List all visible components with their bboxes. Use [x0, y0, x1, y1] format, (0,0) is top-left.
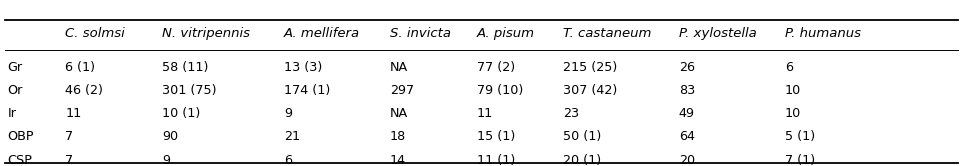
Text: 50 (1): 50 (1) [563, 130, 602, 143]
Text: 297: 297 [390, 84, 414, 97]
Text: CSP: CSP [8, 154, 33, 166]
Text: 307 (42): 307 (42) [563, 84, 617, 97]
Text: S. invicta: S. invicta [390, 27, 451, 40]
Text: 6 (1): 6 (1) [65, 61, 95, 74]
Text: P. humanus: P. humanus [785, 27, 861, 40]
Text: 14: 14 [390, 154, 406, 166]
Text: P. xylostella: P. xylostella [679, 27, 757, 40]
Text: 58 (11): 58 (11) [162, 61, 208, 74]
Text: 10 (1): 10 (1) [162, 107, 200, 120]
Text: 9: 9 [162, 154, 169, 166]
Text: 10: 10 [785, 107, 801, 120]
Text: 7: 7 [65, 154, 73, 166]
Text: C. solmsi: C. solmsi [65, 27, 125, 40]
Text: 11: 11 [477, 107, 493, 120]
Text: 46 (2): 46 (2) [65, 84, 103, 97]
Text: Gr: Gr [8, 61, 23, 74]
Text: 10: 10 [785, 84, 801, 97]
Text: 13 (3): 13 (3) [284, 61, 323, 74]
Text: 9: 9 [284, 107, 292, 120]
Text: 6: 6 [284, 154, 292, 166]
Text: T. castaneum: T. castaneum [563, 27, 652, 40]
Text: 18: 18 [390, 130, 406, 143]
Text: 7 (1): 7 (1) [785, 154, 815, 166]
Text: Ir: Ir [8, 107, 16, 120]
Text: 7: 7 [65, 130, 73, 143]
Text: 23: 23 [563, 107, 580, 120]
Text: 64: 64 [679, 130, 695, 143]
Text: 11: 11 [65, 107, 82, 120]
Text: 20: 20 [679, 154, 695, 166]
Text: 83: 83 [679, 84, 695, 97]
Text: 49: 49 [679, 107, 695, 120]
Text: 5 (1): 5 (1) [785, 130, 815, 143]
Text: 215 (25): 215 (25) [563, 61, 617, 74]
Text: 20 (1): 20 (1) [563, 154, 602, 166]
Text: A. pisum: A. pisum [477, 27, 534, 40]
Text: 26: 26 [679, 61, 695, 74]
Text: A. mellifera: A. mellifera [284, 27, 360, 40]
Text: 90: 90 [162, 130, 178, 143]
Text: 21: 21 [284, 130, 300, 143]
Text: 11 (1): 11 (1) [477, 154, 515, 166]
Text: 174 (1): 174 (1) [284, 84, 330, 97]
Text: NA: NA [390, 107, 408, 120]
Text: OBP: OBP [8, 130, 35, 143]
Text: NA: NA [390, 61, 408, 74]
Text: N. vitripennis: N. vitripennis [162, 27, 249, 40]
Text: Or: Or [8, 84, 23, 97]
Text: 15 (1): 15 (1) [477, 130, 515, 143]
Text: 79 (10): 79 (10) [477, 84, 523, 97]
Text: 301 (75): 301 (75) [162, 84, 217, 97]
Text: 6: 6 [785, 61, 793, 74]
Text: 77 (2): 77 (2) [477, 61, 515, 74]
